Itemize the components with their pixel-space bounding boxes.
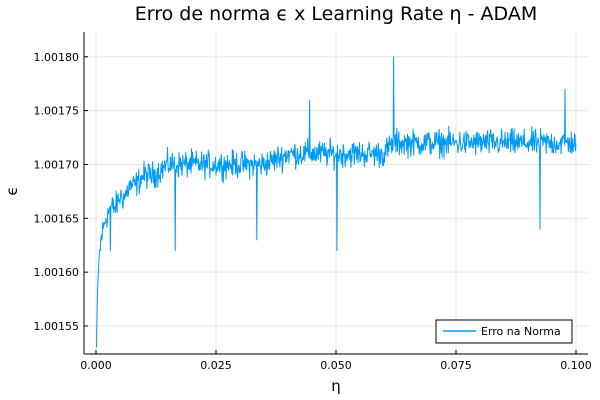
series-layer [95,56,577,348]
x-axis-label: η [331,377,341,395]
x-tick-label: 0.025 [200,359,232,372]
y-axis-label: ϵ [3,186,21,195]
y-tick-label: 1.00170 [34,158,80,171]
y-tick-label: 1.00175 [34,105,80,118]
legend: Erro na Norma [435,319,573,344]
x-tick-label: 0.050 [320,359,352,372]
y-tick-label: 1.00180 [34,51,80,64]
x-tick-label: 0.000 [80,359,112,372]
legend-box [435,319,573,344]
y-tick-label: 1.00155 [34,320,80,333]
y-tick-label: 1.00165 [34,212,80,225]
chart-title: Erro de norma ϵ x Learning Rate η - ADAM [135,3,537,25]
x-axis-ticks: 0.000 0.025 0.050 0.075 0.100 [80,350,592,372]
grid [84,32,588,354]
x-tick-label: 0.100 [560,359,592,372]
y-tick-label: 1.00160 [34,266,80,279]
series-line [95,56,577,348]
x-tick-label: 0.075 [440,359,472,372]
legend-label: Erro na Norma [481,325,561,338]
y-axis-ticks: 1.00155 1.00160 1.00165 1.00170 1.00175 1.001… [34,51,88,333]
